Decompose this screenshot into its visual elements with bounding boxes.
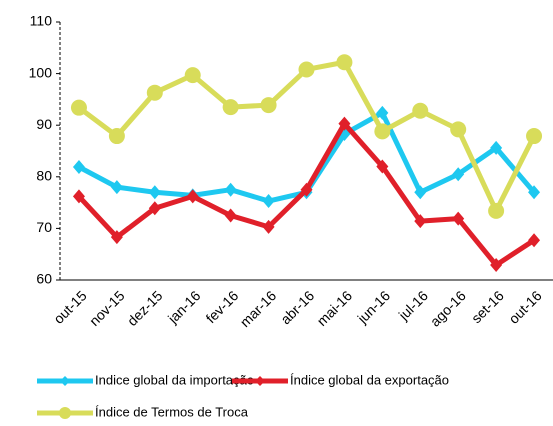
point (262, 219, 275, 234)
y-tick-label: 100 (29, 64, 53, 80)
x-tick-label: fev-16 (203, 287, 242, 326)
series (72, 116, 541, 273)
y-tick-label: 110 (30, 13, 53, 29)
point (414, 214, 427, 229)
point (490, 140, 503, 155)
point (70, 99, 87, 116)
y-tick-label: 80 (36, 168, 52, 184)
x-tick-label: mar-16 (237, 287, 280, 330)
point (260, 97, 277, 114)
x-tick-label: mai-16 (314, 287, 356, 329)
series (70, 54, 543, 219)
point (336, 54, 353, 71)
point (488, 202, 505, 219)
legend-item: Índice global da exportação (232, 372, 449, 387)
point (452, 167, 465, 182)
point (298, 61, 315, 78)
point (186, 189, 199, 204)
x-tick-label: jun-16 (354, 287, 394, 327)
x-tick-label: set-16 (468, 287, 507, 326)
point (72, 189, 85, 204)
legend-label: Indice global da importação (95, 372, 254, 387)
point (528, 185, 541, 200)
point (184, 67, 201, 84)
legend-marker (255, 376, 265, 386)
point (146, 84, 163, 101)
point (490, 258, 503, 273)
point (450, 121, 467, 138)
legend-label: Índice global da exportação (290, 372, 449, 387)
point (222, 99, 239, 116)
point (376, 159, 389, 174)
point (300, 182, 313, 197)
point (224, 208, 237, 223)
point (412, 102, 429, 119)
x-tick-label: dez-15 (124, 287, 166, 329)
legend-marker (60, 376, 70, 386)
point (452, 211, 465, 226)
point (148, 185, 161, 200)
x-tick-label: abr-16 (277, 287, 317, 327)
point (72, 159, 85, 174)
point (262, 194, 275, 209)
legend-label: Índice de Termos de Troca (95, 404, 249, 419)
point (224, 182, 237, 197)
point (338, 116, 351, 131)
point (376, 105, 389, 120)
point (528, 233, 541, 248)
y-tick-label: 90 (36, 116, 52, 132)
y-tick-label: 60 (36, 271, 52, 287)
x-tick-label: out-15 (50, 287, 90, 327)
legend-item: Indice global da importação (37, 372, 254, 387)
legend-marker (59, 407, 71, 419)
x-tick-label: ago-16 (427, 287, 469, 329)
point (110, 180, 123, 195)
point (526, 128, 543, 145)
point (148, 201, 161, 216)
point (374, 123, 391, 140)
x-tick-label: nov-15 (86, 287, 128, 329)
x-tick-label: jan-16 (164, 287, 204, 327)
x-tick-label: out-16 (505, 287, 545, 327)
point (414, 185, 427, 200)
y-tick-label: 70 (36, 219, 52, 235)
legend-item: Índice de Termos de Troca (37, 404, 249, 419)
point (108, 128, 125, 145)
point (110, 230, 123, 245)
